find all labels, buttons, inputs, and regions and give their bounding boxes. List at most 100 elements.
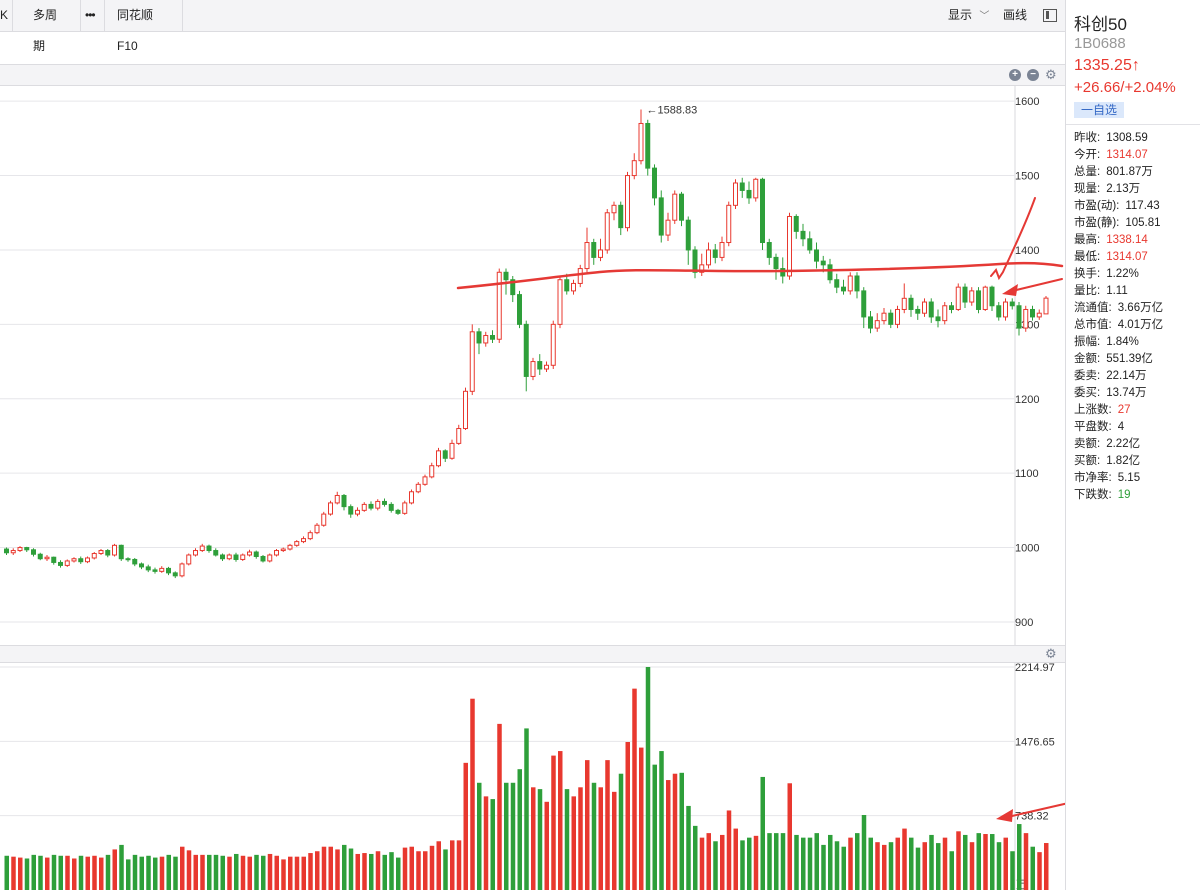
stat-label: 市盈(静): <box>1074 217 1120 229</box>
volume-bar <box>153 857 158 890</box>
tb-f10-button[interactable]: 同花顺F10 <box>105 0 183 53</box>
arrow-annotation <box>1011 278 1063 292</box>
candle-body <box>139 563 144 568</box>
volume-bar <box>969 842 975 890</box>
candle-body <box>388 503 394 511</box>
volume-bar <box>787 783 792 890</box>
volume-bar <box>38 855 43 890</box>
volume-bar <box>328 846 333 890</box>
stat-row: 最低: 1314.07 <box>1074 249 1163 266</box>
volume-bar <box>456 840 462 890</box>
candle-body <box>64 560 70 566</box>
volume-bar <box>348 848 354 890</box>
gear-icon[interactable]: ⚙ <box>1045 646 1057 661</box>
volume-bar <box>477 782 482 890</box>
volume-bar <box>855 833 860 890</box>
stat-label: 金额: <box>1074 353 1101 365</box>
volume-bar <box>686 805 691 890</box>
candle-body <box>841 286 846 292</box>
stat-value: 2.13万 <box>1106 183 1141 195</box>
volume-bar <box>841 846 846 890</box>
tb-multi-period[interactable]: 多周期 <box>21 0 81 53</box>
candle-body <box>267 554 273 562</box>
volume-bar <box>834 841 840 890</box>
tb-kline-tab[interactable]: K <box>0 0 13 31</box>
stat-value: 27 <box>1117 404 1131 416</box>
add-favorite-button[interactable]: 一自选 <box>1074 102 1124 118</box>
candle-body <box>949 305 954 310</box>
price-panel-header: + − ⚙ <box>0 64 1065 86</box>
candle-body <box>793 215 799 232</box>
stat-row: 昨收: 1308.59 <box>1074 130 1163 147</box>
stat-label: 上涨数: <box>1074 404 1112 416</box>
gear-icon[interactable]: ⚙ <box>1045 67 1057 82</box>
candle-body <box>17 547 23 552</box>
volume-bar <box>807 837 813 890</box>
minus-circle-icon[interactable]: − <box>1027 69 1039 81</box>
display-dropdown[interactable]: 显示 ﹀ <box>948 0 989 31</box>
volume-bar <box>564 789 570 890</box>
volume-bar <box>875 842 880 890</box>
volume-bar <box>267 853 273 890</box>
stat-value: 3.66万亿 <box>1117 302 1164 314</box>
volume-bar <box>605 760 610 890</box>
candle-body <box>253 551 259 557</box>
stat-row: 总市值: 4.01万亿 <box>1074 317 1163 334</box>
volume-bar <box>1044 843 1049 890</box>
volume-bar <box>139 856 144 890</box>
plus-circle-icon[interactable]: + <box>1009 69 1021 81</box>
volume-bar <box>274 855 279 890</box>
stat-row: 卖额: 2.22亿 <box>1074 436 1163 453</box>
volume-bar <box>281 859 286 890</box>
candle-body <box>712 249 718 258</box>
stat-row: 现量: 2.13万 <box>1074 181 1163 198</box>
volume-bar <box>18 857 23 890</box>
candle-body <box>476 331 482 344</box>
support-line-annotation <box>456 261 1064 290</box>
candle-body <box>159 567 165 572</box>
volume-bar <box>767 833 772 890</box>
volume-bar <box>375 851 381 890</box>
volume-bar <box>814 833 819 890</box>
candle-body <box>888 312 894 325</box>
stat-row: 委卖: 22.14万 <box>1074 368 1163 385</box>
candle-body <box>105 550 111 556</box>
stock-name: 科创50 <box>1074 15 1127 34</box>
candle-body <box>658 197 664 236</box>
candle-body <box>672 193 678 221</box>
volume-bar <box>369 853 374 890</box>
volume-bar <box>848 837 853 890</box>
candle-body <box>638 122 644 162</box>
candle-body <box>550 323 556 366</box>
draw-line-button[interactable]: 画线 <box>1003 8 1028 22</box>
volume-bar <box>213 854 219 890</box>
volume-panel-header: ⚙ <box>0 645 1065 663</box>
volume-bar <box>639 747 644 890</box>
price-chart[interactable]: 9001000110012001300140015001600←1588.83 <box>0 86 1065 646</box>
volume-bar <box>895 837 900 890</box>
candle-body <box>294 541 300 546</box>
candle-body <box>85 557 90 563</box>
volume-arrow-head-annotation <box>996 809 1013 822</box>
volume-bar <box>166 854 171 890</box>
candle-body <box>321 513 327 526</box>
volume-bar <box>963 834 968 890</box>
volume-bar <box>915 847 921 890</box>
stat-value: 19 <box>1117 489 1131 501</box>
volume-bar <box>861 814 867 890</box>
volume-bar <box>45 857 50 890</box>
candle-body <box>402 502 408 514</box>
candle-body <box>773 256 779 270</box>
candle-body <box>220 554 225 560</box>
candle-body <box>118 544 124 560</box>
layout-toggle-icon[interactable] <box>1043 9 1057 22</box>
stat-row: 市盈(动): 117.43 <box>1074 198 1163 215</box>
tb-more-button[interactable]: ••• <box>81 0 105 31</box>
stat-value: 1.11 <box>1106 285 1128 297</box>
toolbar: K 多周期 ••• 同花顺F10 显示 ﹀ 画线 <box>0 0 1065 53</box>
volume-bar <box>234 853 239 890</box>
candle-body <box>375 500 381 509</box>
volume-bar <box>1030 846 1035 890</box>
volume-bar <box>774 833 779 890</box>
